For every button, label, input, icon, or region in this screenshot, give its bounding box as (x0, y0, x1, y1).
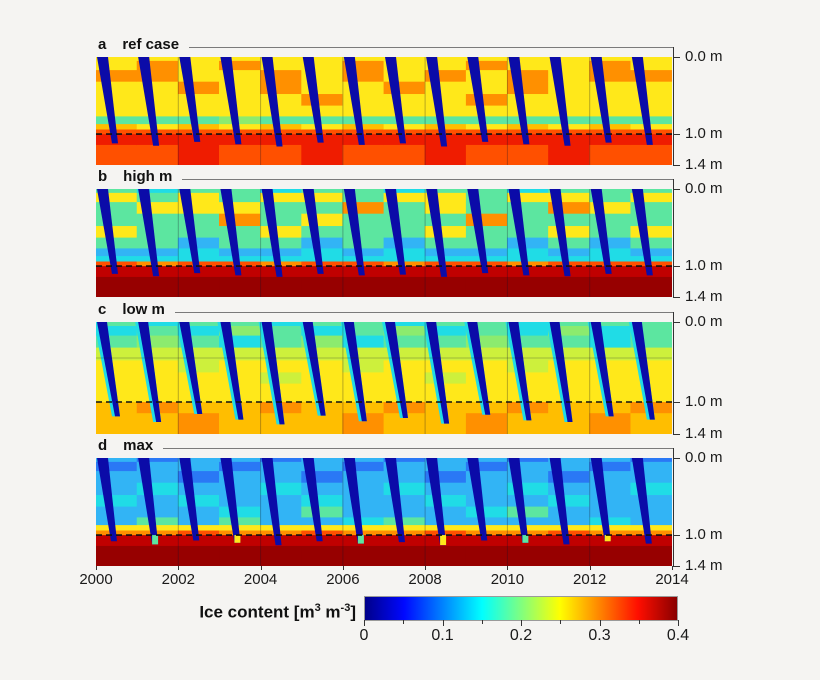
panel-b-heatmap (96, 189, 672, 297)
year-tick-label: 2008 (408, 571, 442, 588)
depth-axis-line (673, 47, 674, 165)
gridlines (177, 189, 591, 297)
colorbar-tick-label: 0 (359, 627, 369, 644)
depth-tick (673, 57, 680, 58)
colorbar-tick-label: 0.3 (588, 627, 611, 644)
depth-tick-label: 1.0 m (685, 257, 723, 274)
depth-axis-line (673, 312, 674, 434)
depth-tick-label: 0.0 m (685, 313, 723, 330)
colorbar-tick (364, 620, 365, 626)
colorbar-tick (678, 620, 679, 626)
panel-b: b high m 0.0 m 1.0 m 1.4 m (96, 168, 723, 305)
depth-tick (673, 566, 680, 567)
year-tick (672, 566, 673, 570)
panel-a-title: ref case (122, 36, 180, 53)
panel-c-title: low m (122, 301, 165, 318)
colorbar-title-text3: ] (350, 602, 356, 622)
depth-tick-label: 1.0 m (685, 526, 723, 543)
depth-axis-line (673, 179, 674, 297)
depth-axis-line (673, 448, 674, 566)
gridlines (177, 458, 591, 566)
panel-a-top-spine (96, 47, 674, 48)
year-tick-label: 2012 (573, 571, 607, 588)
depth-tick-label: 1.4 m (685, 557, 723, 574)
year-tick-label: 2002 (161, 571, 195, 588)
colorbar-tick-label: 0.4 (666, 627, 690, 644)
panel-d-letter: d (98, 437, 108, 454)
gridlines (96, 322, 672, 434)
year-tick (178, 566, 180, 570)
year-tick (96, 566, 97, 570)
depth-tick-label: 1.4 m (685, 288, 723, 305)
panel-d-title: max (123, 437, 154, 454)
panel-d-heatmap (96, 458, 672, 566)
colorbar-gradient (364, 596, 678, 621)
year-tick-label: 2004 (243, 571, 278, 588)
colorbar-title-sup: 3 (314, 602, 321, 614)
panel-c-top-spine (96, 312, 674, 313)
panel-a-letter: a (98, 36, 107, 53)
year-tick (342, 566, 344, 570)
depth-tick (673, 402, 680, 403)
depth-tick-label: 1.4 m (685, 425, 723, 442)
panel-a-heatmap (96, 57, 672, 165)
panel-c-heatmap (96, 322, 672, 434)
colorbar-tick (560, 620, 562, 624)
depth-tick (673, 535, 680, 536)
panel-b-letter: b (98, 168, 108, 185)
panel-c-letter: c (98, 301, 107, 318)
depth-tick-label: 1.0 m (685, 393, 723, 410)
panel-b-title: high m (123, 168, 173, 185)
depth-tick (673, 297, 680, 298)
colorbar-title: Ice content [m3 m-3] (118, 597, 356, 624)
year-tick-label: 2006 (326, 571, 360, 588)
depth-tick-label: 1.4 m (685, 156, 723, 173)
year-tick (425, 566, 427, 570)
panel-a: a ref case 0.0 m 1.0 m 1.4 m (96, 36, 723, 173)
colorbar-tick (481, 620, 483, 624)
depth-tick-label: 0.0 m (685, 449, 723, 466)
colorbar-title-text: Ice content [m (199, 602, 315, 622)
panel-c: c low m 0.0 m 1.0 m 1.4 m (96, 301, 723, 442)
year-tick-label: 2000 (79, 571, 113, 588)
depth-tick (673, 458, 680, 459)
thaw-wedges (96, 322, 655, 425)
colorbar-tick (638, 620, 640, 624)
depth-tick-label: 0.0 m (685, 180, 723, 197)
depth-tick (673, 165, 680, 166)
panel-d-top-spine (96, 448, 674, 449)
depth-tick (673, 134, 680, 135)
colorbar-tick-label: 0.1 (431, 627, 454, 644)
depth-tick (673, 434, 680, 435)
gridlines (177, 57, 591, 165)
depth-tick (673, 322, 680, 323)
panel-a-label: a ref case (96, 36, 190, 54)
year-tick (260, 566, 262, 570)
panel-c-label: c low m (96, 301, 175, 319)
colorbar-title-text2: m (320, 602, 341, 622)
colorbar-tick-label: 0.2 (509, 627, 533, 644)
panel-d: d max 0.0 m 1.0 m 1.4 m (96, 437, 723, 574)
depth-tick (673, 189, 680, 190)
panel-b-top-spine (96, 179, 674, 180)
colorbar-tick (521, 620, 522, 626)
thaw-wedges (97, 458, 652, 546)
panel-d-label: d max (96, 437, 164, 455)
thaw-wedges (97, 189, 653, 277)
depth-tick (673, 266, 680, 267)
colorbar-tick (442, 620, 444, 626)
depth-tick-label: 0.0 m (685, 48, 723, 65)
colorbar-title-sup2: -3 (340, 602, 351, 614)
year-tick (507, 566, 509, 570)
depth-tick-label: 1.0 m (685, 125, 723, 142)
thaw-wedges (97, 57, 653, 147)
year-tick-label: 2014 (655, 571, 689, 588)
colorbar-tick (403, 620, 405, 624)
year-tick-label: 2010 (490, 571, 525, 588)
panel-b-label: b high m (96, 168, 183, 186)
year-tick (589, 566, 591, 570)
colorbar-tick (599, 620, 601, 626)
